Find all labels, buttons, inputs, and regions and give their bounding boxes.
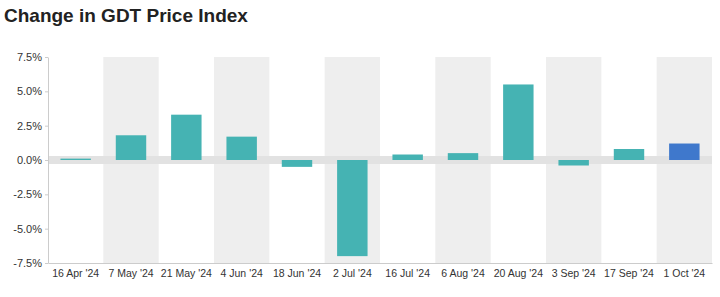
x-tick-label: 3 Sep '24 xyxy=(552,267,596,279)
y-tick-label: -7.5% xyxy=(13,257,42,269)
x-tick: 16 Jul '24 xyxy=(385,267,430,279)
y-tick-label: -2.5% xyxy=(13,188,42,200)
y-axis-line xyxy=(48,58,49,264)
y-tick-label: 0.0% xyxy=(17,154,42,166)
x-tick-label: 16 Jul '24 xyxy=(385,267,430,279)
x-tick-label: 6 Aug '24 xyxy=(441,267,485,279)
bar xyxy=(614,149,644,160)
plot: -7.5% -5.0% -2.5% 0.0% 2.5% 5.0% 7.5% 16 Apr '2… xyxy=(13,51,712,279)
y-tick: 5.0% xyxy=(17,85,48,97)
y-tick-label: -5.0% xyxy=(13,223,42,235)
y-tick: 2.5% xyxy=(17,120,48,132)
bar xyxy=(171,115,201,160)
x-tick: 20 Aug '24 xyxy=(494,267,543,279)
baseline xyxy=(48,156,712,164)
x-tick: 2 Jul '24 xyxy=(333,267,372,279)
y-tick-mark xyxy=(45,57,48,58)
y-tick-mark xyxy=(45,263,48,264)
x-tick: 6 Aug '24 xyxy=(441,267,485,279)
bar xyxy=(337,160,367,256)
x-tick-label: 20 Aug '24 xyxy=(494,267,543,279)
y-tick: -2.5% xyxy=(13,188,48,200)
y-tick: -5.0% xyxy=(13,223,48,235)
bar xyxy=(448,153,478,160)
x-tick: 21 May '24 xyxy=(161,267,212,279)
x-tick: 17 Sep '24 xyxy=(604,267,654,279)
bar xyxy=(226,137,256,160)
bars xyxy=(60,84,699,256)
x-tick: 3 Sep '24 xyxy=(552,267,596,279)
x-tick: 16 Apr '24 xyxy=(52,267,99,279)
y-tick-mark xyxy=(45,229,48,230)
bar xyxy=(558,160,588,165)
y-tick-label: 2.5% xyxy=(17,120,42,132)
y-axis: -7.5% -5.0% -2.5% 0.0% 2.5% 5.0% 7.5% xyxy=(13,51,48,269)
chart: Change in GDT Price Index -7.5% -5.0% -2.5%… xyxy=(0,0,720,297)
y-tick-label: 5.0% xyxy=(17,85,42,97)
y-tick-mark xyxy=(45,194,48,195)
x-tick: 7 May '24 xyxy=(108,267,153,279)
x-tick: 1 Oct '24 xyxy=(663,267,705,279)
bar xyxy=(503,84,533,160)
x-tick-label: 7 May '24 xyxy=(108,267,153,279)
y-tick-mark xyxy=(45,160,48,161)
x-tick-label: 17 Sep '24 xyxy=(604,267,654,279)
bar xyxy=(669,144,699,160)
y-tick: -7.5% xyxy=(13,257,48,269)
y-tick-mark xyxy=(45,126,48,127)
x-tick: 4 Jun '24 xyxy=(221,267,263,279)
y-tick: 0.0% xyxy=(17,154,48,166)
x-tick-label: 16 Apr '24 xyxy=(52,267,99,279)
x-tick-label: 1 Oct '24 xyxy=(663,267,705,279)
bar xyxy=(392,155,422,160)
x-tick-label: 2 Jul '24 xyxy=(333,267,372,279)
title: Change in GDT Price Index xyxy=(4,5,248,26)
bar xyxy=(116,135,146,160)
y-tick-mark xyxy=(45,91,48,92)
x-axis-line xyxy=(49,263,713,264)
bar xyxy=(282,160,312,167)
y-tick-label: 7.5% xyxy=(17,51,42,63)
y-tick: 7.5% xyxy=(17,51,48,63)
x-tick-label: 21 May '24 xyxy=(161,267,212,279)
x-tick: 18 Jun '24 xyxy=(273,267,321,279)
x-tick-label: 18 Jun '24 xyxy=(273,267,321,279)
stripes xyxy=(103,57,712,263)
bar xyxy=(60,159,90,160)
x-tick-label: 4 Jun '24 xyxy=(221,267,263,279)
x-axis: 16 Apr '24 7 May '24 21 May '24 4 Jun '24 18… xyxy=(49,264,713,280)
